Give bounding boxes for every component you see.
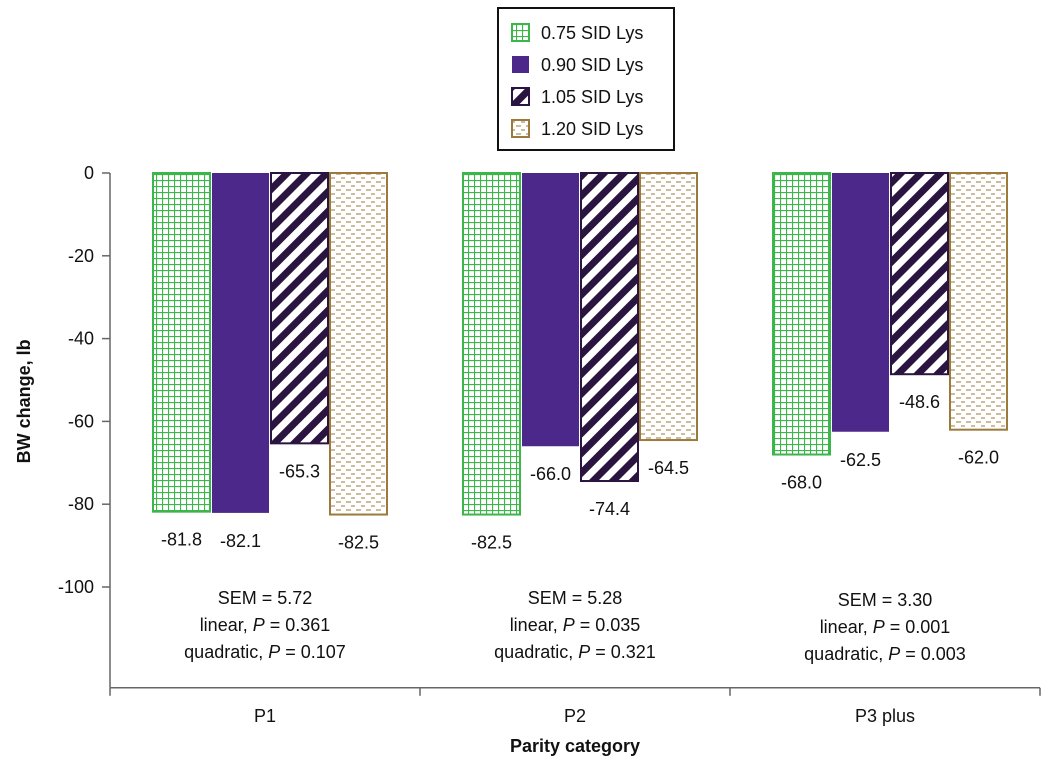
legend-label: 0.90 SID Lys <box>541 55 643 75</box>
axes: 0 -20 -40 -60 -80 -100 P1 P2 P3 plus Parity categ… <box>14 163 1041 756</box>
legend-swatch <box>511 87 530 106</box>
legend: 0.75 SID Lys 0.90 SID Lys 1.05 SID Lys 1.20… <box>497 7 675 151</box>
y-tick-label: -100 <box>58 577 94 597</box>
bar-3-1 <box>270 172 329 445</box>
sem-label: SEM = 5.72 <box>218 588 313 608</box>
bar-4-1 <box>329 172 388 516</box>
value-label: -65.3 <box>279 461 320 481</box>
value-label: -82.1 <box>220 531 261 551</box>
legend-label: 1.05 SID Lys <box>541 87 643 107</box>
y-tick-label: -20 <box>68 246 94 266</box>
x-axis-title: Parity category <box>510 736 640 756</box>
bar-2-1 <box>212 173 269 513</box>
bar-3-2 <box>580 172 639 483</box>
value-label: -68.0 <box>781 473 822 493</box>
x-tick-label: P1 <box>254 706 276 726</box>
linear-p-label: linear, P = 0.361 <box>200 615 331 635</box>
y-tick-label: -60 <box>68 411 94 431</box>
bar-4-3 <box>949 172 1008 431</box>
legend-label: 1.20 SID Lys <box>541 119 643 139</box>
value-label: -62.0 <box>958 448 999 468</box>
value-label: -64.5 <box>648 458 689 478</box>
bar-2-3 <box>832 173 889 432</box>
sem-label: SEM = 3.30 <box>838 590 933 610</box>
value-label: -66.0 <box>530 464 571 484</box>
legend-label: 0.75 SID Lys <box>541 23 643 43</box>
bars <box>152 172 1008 516</box>
linear-p-label: linear, P = 0.035 <box>510 615 641 635</box>
x-tick-label: P3 plus <box>855 706 915 726</box>
value-label: -82.5 <box>471 533 512 553</box>
bar-1-1 <box>152 172 211 513</box>
quadratic-p-label: quadratic, P = 0.107 <box>184 642 346 662</box>
value-labels: -81.8 -82.1 -65.3 -82.5 -82.5 -66.0 -74.4 -64.5… <box>161 392 999 552</box>
value-label: -62.5 <box>840 450 881 470</box>
linear-p-label: linear, P = 0.001 <box>820 617 951 637</box>
stats-annotations: SEM = 5.72 linear, P = 0.361 quadratic, P … <box>184 588 966 664</box>
legend-swatch <box>511 119 530 138</box>
value-label: -74.4 <box>589 499 630 519</box>
value-label: -82.5 <box>338 533 379 553</box>
bar-3-3 <box>890 172 949 376</box>
sem-label: SEM = 5.28 <box>528 588 623 608</box>
value-label: -81.8 <box>161 530 202 550</box>
legend-swatch <box>512 56 529 73</box>
bar-4-2 <box>639 172 698 442</box>
x-tick-label: P2 <box>564 706 586 726</box>
y-tick-label: -80 <box>68 494 94 514</box>
bar-2-2 <box>522 173 579 447</box>
y-tick-label: -40 <box>68 329 94 349</box>
legend-swatch <box>511 23 530 42</box>
quadratic-p-label: quadratic, P = 0.003 <box>804 644 966 664</box>
y-tick-label: 0 <box>84 163 94 183</box>
bar-1-3 <box>772 172 831 456</box>
y-axis-title: BW change, lb <box>14 339 34 463</box>
bar-1-2 <box>462 172 521 516</box>
quadratic-p-label: quadratic, P = 0.321 <box>494 642 656 662</box>
value-label: -48.6 <box>899 392 940 412</box>
